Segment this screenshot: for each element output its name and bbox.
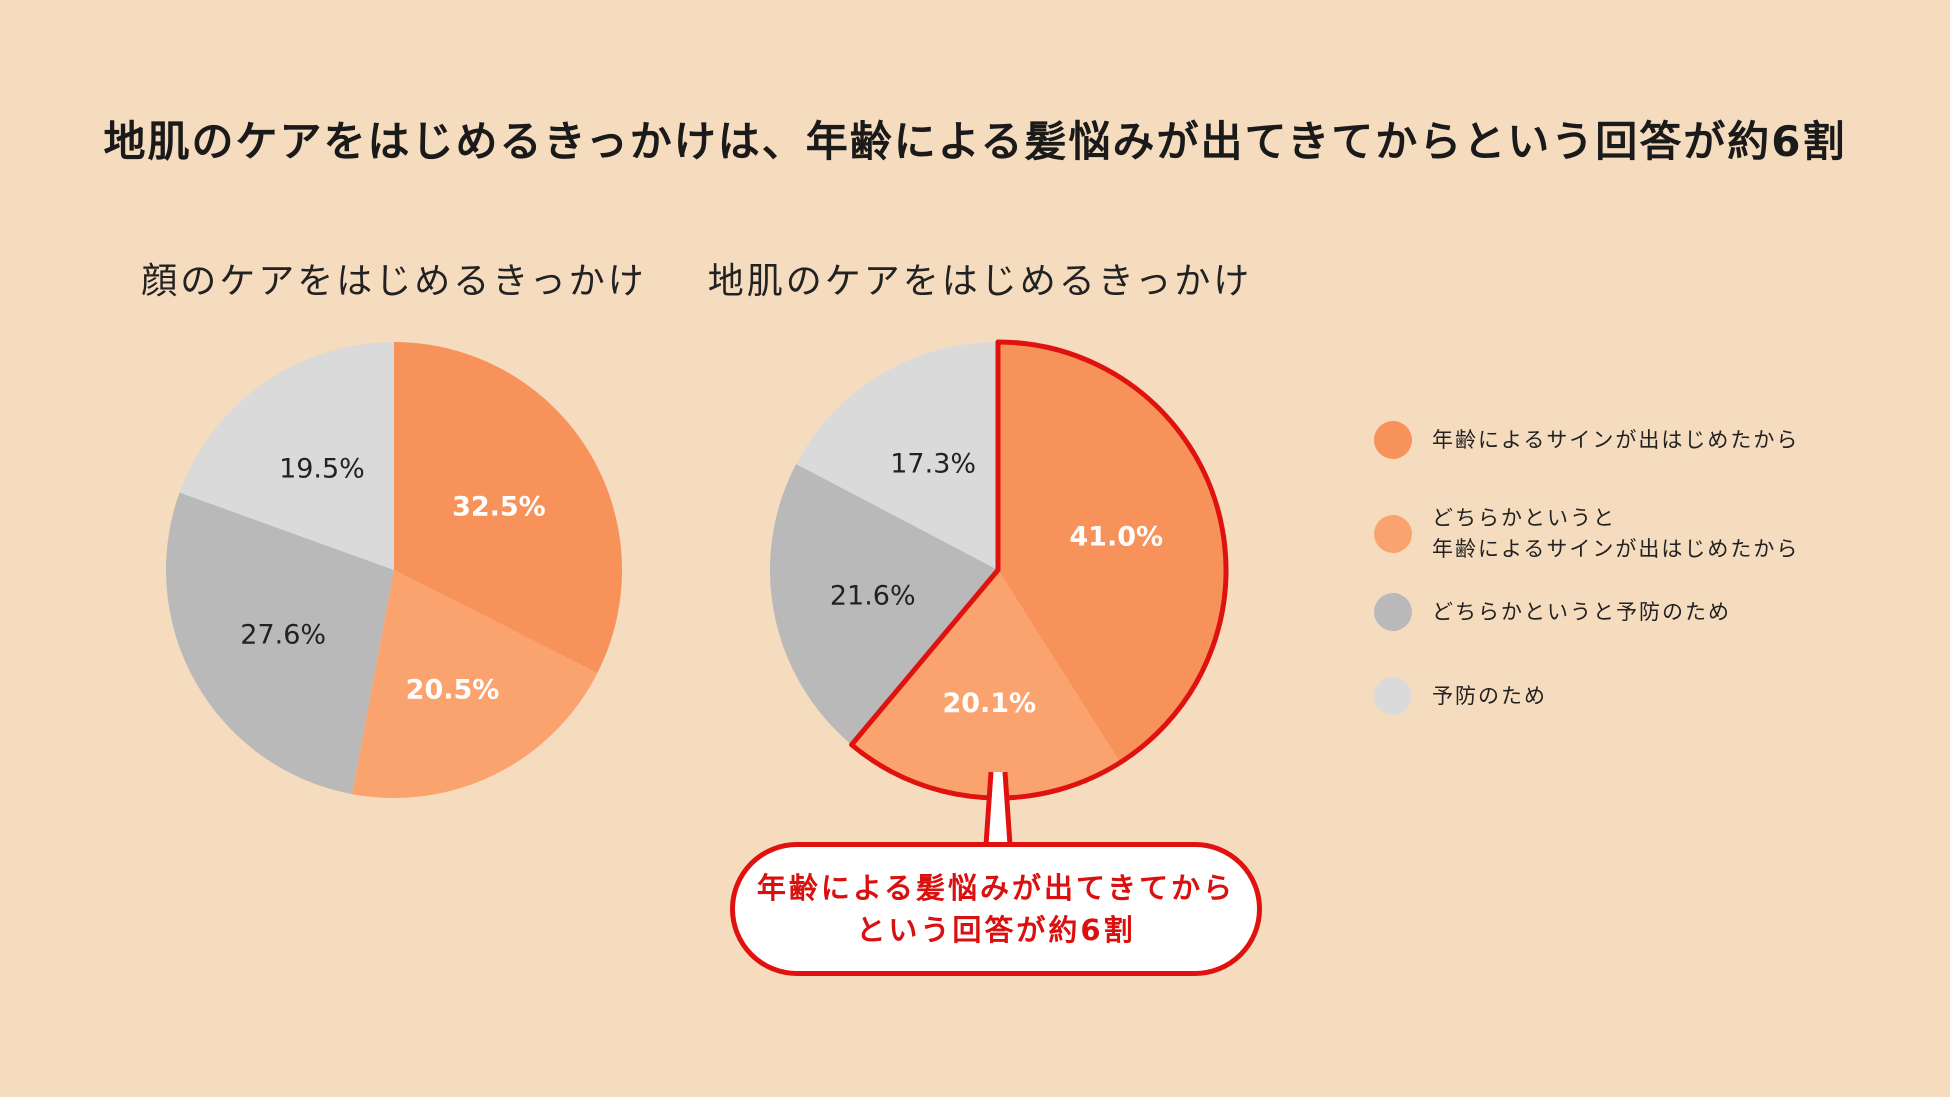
slice-value-label: 17.3% [890,449,976,480]
legend: 年齢によるサインが出はじめたから どちらかというと 年齢によるサインが出はじめた… [1374,420,1799,760]
legend-swatch [1374,593,1412,631]
pie-slice [394,342,622,674]
pie-chart-scalp: 41.0% 20.1% 21.6% 17.3% [770,342,1226,798]
legend-label: 年齢によるサインが出はじめたから [1432,427,1800,452]
chart-title-face: 顔のケアをはじめるきっかけ [141,261,647,302]
pie-slice [165,492,394,795]
legend-label: どちらかというと [1432,506,1616,530]
slice-value-label: 41.0% [1069,522,1163,553]
slice-value-label: 20.5% [406,675,500,706]
legend-item-prevention: 予防のため [1374,676,1799,716]
legend-swatch [1374,515,1412,553]
slice-value-label: 19.5% [279,453,365,484]
legend-item-somewhat-age-sign: どちらかというと 年齢によるサインが出はじめたから [1374,504,1799,564]
chart-title-scalp: 地肌のケアをはじめるきっかけ [707,261,1253,302]
callout-tail [983,771,1013,848]
pie-slice [998,342,1226,763]
pie-slice [352,570,598,798]
page-title: 地肌のケアをはじめるきっかけは、年齢による髪悩みが出てきてからという回答が約6割 [103,117,1847,166]
highlight-outline-path [849,339,1229,801]
slice-value-label: 21.6% [830,581,916,612]
callout-bubble: 年齢による髪悩みが出てきてから という回答が約6割 [730,842,1262,976]
legend-swatch [1374,421,1412,459]
legend-label: 予防のため [1432,683,1547,708]
pie-slice [851,570,1121,798]
legend-item-age-sign: 年齢によるサインが出はじめたから [1374,420,1799,460]
legend-label: どちらかというと予防のため [1432,599,1731,624]
legend-item-somewhat-prevention: どちらかというと予防のため [1374,592,1799,632]
pie-slice [770,463,998,745]
slice-value-label: 20.1% [942,688,1036,719]
legend-label: 年齢によるサインが出はじめたから [1432,537,1800,561]
pie-slice [179,342,394,570]
pie-chart-face: 32.5% 20.5% 27.6% 19.5% [165,342,622,798]
slice-value-label: 27.6% [240,619,326,650]
callout-line-2: という回答が約6割 [856,913,1136,947]
legend-swatch [1374,677,1412,715]
pie-slice [796,342,998,570]
slice-value-label: 32.5% [452,492,546,523]
callout-line-1: 年齢による髪悩みが出てきてから [756,871,1236,905]
